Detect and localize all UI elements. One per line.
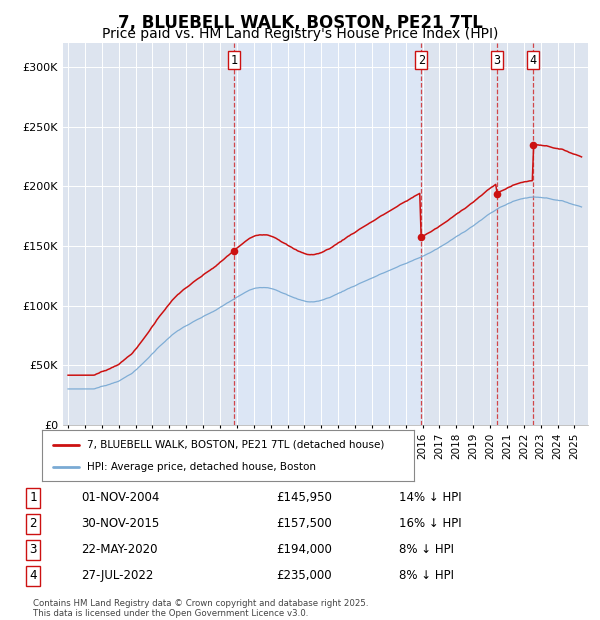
Text: 8% ↓ HPI: 8% ↓ HPI xyxy=(399,570,454,582)
Text: 1: 1 xyxy=(230,53,238,66)
Text: £235,000: £235,000 xyxy=(276,570,332,582)
Text: £194,000: £194,000 xyxy=(276,544,332,556)
Bar xyxy=(234,43,421,425)
Text: 7, BLUEBELL WALK, BOSTON, PE21 7TL (detached house): 7, BLUEBELL WALK, BOSTON, PE21 7TL (deta… xyxy=(86,440,384,450)
Text: 8% ↓ HPI: 8% ↓ HPI xyxy=(399,544,454,556)
Text: 27-JUL-2022: 27-JUL-2022 xyxy=(81,570,154,582)
Text: Price paid vs. HM Land Registry's House Price Index (HPI): Price paid vs. HM Land Registry's House … xyxy=(102,27,498,41)
Text: This data is licensed under the Open Government Licence v3.0.: This data is licensed under the Open Gov… xyxy=(33,609,308,618)
Text: 22-MAY-2020: 22-MAY-2020 xyxy=(81,544,157,556)
Text: 16% ↓ HPI: 16% ↓ HPI xyxy=(399,518,461,530)
Text: 14% ↓ HPI: 14% ↓ HPI xyxy=(399,492,461,504)
Text: 2: 2 xyxy=(29,518,37,530)
Text: £157,500: £157,500 xyxy=(276,518,332,530)
Text: 3: 3 xyxy=(29,544,37,556)
Text: 30-NOV-2015: 30-NOV-2015 xyxy=(81,518,159,530)
Text: 2: 2 xyxy=(418,53,425,66)
Text: 7, BLUEBELL WALK, BOSTON, PE21 7TL: 7, BLUEBELL WALK, BOSTON, PE21 7TL xyxy=(118,14,482,32)
Text: 4: 4 xyxy=(530,53,537,66)
Text: 3: 3 xyxy=(493,53,500,66)
Text: £145,950: £145,950 xyxy=(276,492,332,504)
Text: HPI: Average price, detached house, Boston: HPI: Average price, detached house, Bost… xyxy=(86,463,316,472)
Text: Contains HM Land Registry data © Crown copyright and database right 2025.: Contains HM Land Registry data © Crown c… xyxy=(33,599,368,608)
Text: 1: 1 xyxy=(29,492,37,504)
Text: 4: 4 xyxy=(29,570,37,582)
Text: 01-NOV-2004: 01-NOV-2004 xyxy=(81,492,160,504)
